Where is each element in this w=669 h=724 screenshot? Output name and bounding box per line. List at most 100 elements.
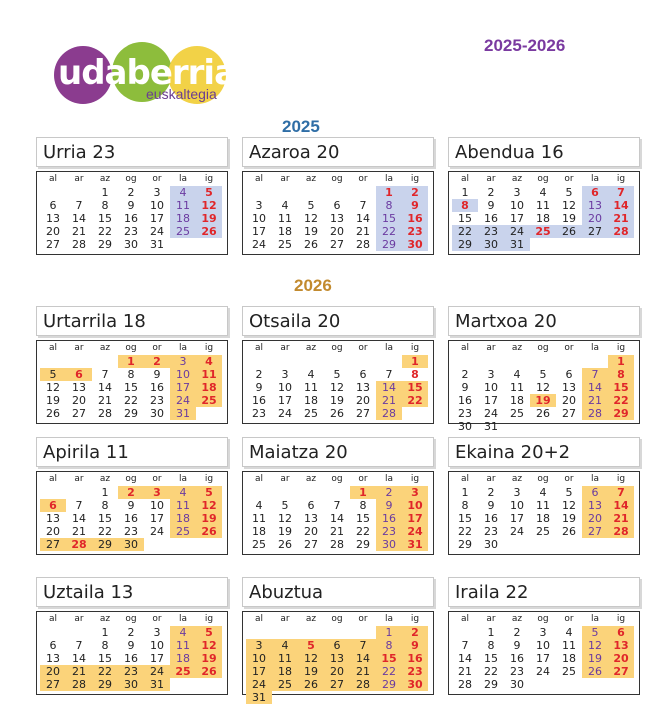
day-cell: 19 (278, 525, 292, 538)
day-cell: 26 (582, 665, 608, 678)
day-cell: 9 (402, 199, 428, 212)
day-cell: 6 (49, 639, 57, 652)
month-block: Martxoa 20 al ar az og or la ig 1 2 3 4 5 6 7 8 9 10 11 12 1… (448, 306, 642, 433)
day-cell: 18 (562, 652, 576, 665)
month-title: Maiatza 20 (242, 437, 434, 467)
day-cell: 2 (376, 486, 402, 499)
weekday-header: ig (616, 174, 626, 184)
day-cell: 17 (252, 225, 266, 238)
day-cell: 14 (72, 512, 86, 525)
day-cell: 28 (350, 678, 376, 691)
day-cell: 25 (170, 665, 196, 678)
day-cell: 8 (376, 199, 402, 212)
day-cell: 14 (72, 212, 86, 225)
month-grid: al ar az og or la ig 1 2 3 4 5 6 7 8 9 10 11 12 13 14 15 16 17 1… (448, 611, 640, 695)
day-cell: 24 (278, 407, 292, 420)
day-cell: 6 (565, 368, 573, 381)
day-cell: 5 (582, 626, 608, 639)
day-cell: 23 (376, 525, 402, 538)
day-cell: 17 (278, 394, 292, 407)
month-title: Urtarrila 18 (36, 306, 228, 336)
day-cell: 15 (124, 381, 138, 394)
weekday-header: or (152, 614, 162, 624)
weekday-header: al (254, 474, 263, 484)
day-cell: 15 (98, 652, 112, 665)
day-cell: 8 (411, 368, 419, 381)
day-cell: 4 (513, 368, 521, 381)
weekday-header: ar (280, 474, 290, 484)
day-cell: 13 (582, 499, 608, 512)
day-cell: 12 (536, 381, 550, 394)
weekday-header: ar (74, 614, 84, 624)
weekday-header: og (331, 474, 343, 484)
day-cell: 17 (150, 212, 164, 225)
day-cell: 26 (536, 407, 550, 420)
day-cell: 14 (98, 381, 112, 394)
month-block: Abendua 16 al ar az og or la ig 1 2 3 4 5 6 7 8 9 10 11 12 1… (448, 137, 642, 255)
day-cell: 19 (298, 665, 324, 678)
day-cell: 17 (150, 512, 164, 525)
month-grid: al ar az og or la ig 1 2 3 4 5 6 7 8 9 10 11 12 13 14 15 16 17 1… (448, 340, 640, 433)
day-cell: 16 (150, 381, 164, 394)
weekday-header: ig (204, 474, 214, 484)
weekday-header: ar (486, 343, 496, 353)
day-cell: 16 (402, 212, 428, 225)
day-cell: 30 (510, 678, 524, 691)
weekday-header: or (358, 614, 368, 624)
day-cell: 31 (246, 691, 272, 704)
weekday-header: al (254, 343, 263, 353)
day-cell: 26 (298, 678, 324, 691)
day-cell: 2 (487, 486, 495, 499)
day-cell: 28 (66, 678, 92, 691)
day-cell: 19 (582, 652, 608, 665)
day-cell: 10 (510, 499, 524, 512)
day-cell: 6 (324, 639, 350, 652)
weekday-header: or (358, 474, 368, 484)
day-cell: 2 (118, 486, 144, 499)
weekday-header: az (511, 474, 523, 484)
weekday-header: og (331, 614, 343, 624)
day-cell: 9 (487, 499, 495, 512)
month-grid: al ar az og or la ig 1 2 3 4 5 6 7 8 9 10 11 12 13 14 15 16 17 1… (36, 471, 228, 555)
day-cell: 2 (487, 186, 495, 199)
day-cell: 23 (124, 525, 138, 538)
day-cell: 23 (484, 525, 498, 538)
day-cell: 12 (46, 381, 60, 394)
day-cell: 20 (330, 225, 344, 238)
day-cell: 8 (487, 639, 495, 652)
day-cell: 19 (562, 512, 576, 525)
day-cell: 14 (72, 652, 86, 665)
day-cell: 11 (278, 212, 292, 225)
day-cell: 31 (150, 238, 164, 251)
weekday-header: or (358, 343, 368, 353)
day-cell: 20 (324, 665, 350, 678)
day-cell: 6 (49, 199, 57, 212)
day-cell: 21 (72, 525, 86, 538)
day-cell: 7 (333, 499, 341, 512)
day-cell: 2 (127, 186, 135, 199)
day-cell: 17 (510, 512, 524, 525)
weekday-header: ig (616, 343, 626, 353)
day-cell: 26 (562, 525, 576, 538)
day-cell: 28 (608, 525, 634, 538)
day-cell: 12 (562, 199, 576, 212)
day-cell: 2 (127, 626, 135, 639)
day-cell: 21 (608, 212, 634, 225)
day-cell: 11 (170, 499, 196, 512)
day-cell: 13 (324, 652, 350, 665)
day-cell: 6 (40, 499, 66, 512)
day-cell: 16 (376, 512, 402, 525)
day-cell: 22 (402, 394, 428, 407)
day-cell: 8 (376, 639, 402, 652)
day-cell: 28 (330, 538, 344, 551)
day-cell: 1 (101, 486, 109, 499)
day-cell: 27 (324, 678, 350, 691)
weekday-header: og (537, 343, 549, 353)
day-cell: 9 (376, 499, 402, 512)
weekday-header: or (152, 174, 162, 184)
month-grid: al ar az og or la ig 1 2 3 4 5 6 7 8 9 10 11 12 13 14 15 16 17 1… (242, 611, 434, 704)
day-cell: 11 (272, 652, 298, 665)
day-cell: 3 (281, 368, 289, 381)
weekday-header: al (460, 474, 469, 484)
day-cell: 3 (153, 186, 161, 199)
